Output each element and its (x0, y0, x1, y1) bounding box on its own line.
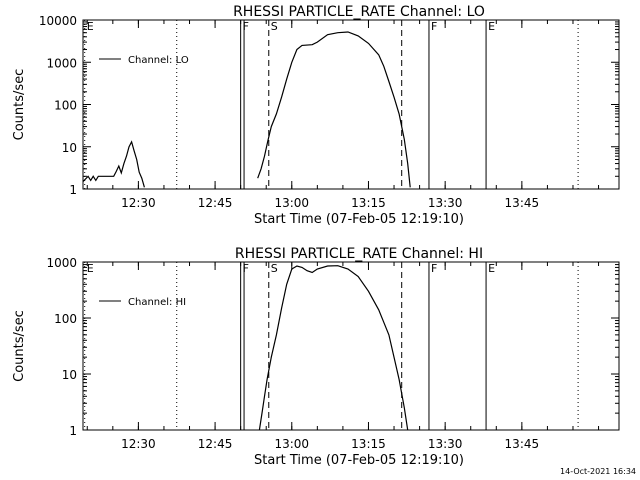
panel-hi: RHESSI PARTICLE_RATE Channel: HI 1 10 100 10… (12, 246, 620, 468)
series-line (82, 140, 145, 188)
event-marker-label: E (488, 20, 495, 33)
y-tick-label: 10 (62, 141, 77, 155)
y-tick-label: 1 (69, 183, 77, 197)
x-tick-label: 12:45 (198, 437, 233, 451)
y-axis-label: Counts/sec (12, 310, 27, 382)
y-tick-label: 100 (54, 99, 77, 113)
event-marker-label: S (271, 262, 278, 275)
x-tick-label: 13:45 (505, 196, 540, 210)
y-tick-label: 1 (69, 424, 77, 438)
event-marker-label: E (87, 262, 94, 275)
chart-title: RHESSI PARTICLE_RATE Channel: LO (233, 4, 485, 20)
x-tick-label: 13:00 (274, 196, 309, 210)
x-tick-label: 12:30 (121, 437, 156, 451)
chart-title: RHESSI PARTICLE_RATE Channel: HI (235, 246, 483, 262)
x-tick-label: 13:30 (428, 196, 463, 210)
event-marker-label: F (243, 20, 249, 33)
x-tick-label: 12:30 (121, 196, 156, 210)
plot-frame (82, 261, 620, 431)
x-tick-label: 13:00 (274, 437, 309, 451)
y-tick-label: 100 (54, 312, 77, 326)
event-marker-label: F (431, 262, 437, 275)
event-marker-label: E (87, 20, 94, 33)
y-tick-label: 1000 (46, 56, 77, 70)
event-marker-label: F (243, 262, 249, 275)
series-line (257, 31, 411, 188)
x-tick-label: 13:15 (351, 437, 386, 451)
x-tick-label: 12:45 (198, 196, 233, 210)
panel-lo: RHESSI PARTICLE_RATE Channel: LO 1 10 100 10… (12, 4, 620, 227)
x-axis-label: Start Time (07-Feb-05 12:19:10) (254, 212, 464, 227)
plot-frame (82, 19, 620, 190)
x-axis-label: Start Time (07-Feb-05 12:19:10) (254, 453, 464, 468)
y-tick-label: 10000 (39, 14, 77, 28)
y-axis-label: Counts/sec (12, 69, 27, 141)
x-tick-label: 13:45 (505, 437, 540, 451)
legend-entry: Channel: LO (128, 55, 189, 66)
legend-entry: Channel: HI (128, 297, 186, 308)
footer-timestamp: 14-Oct-2021 16:34 (560, 467, 636, 476)
y-tick-label: 10 (62, 368, 77, 382)
y-tick-label: 1000 (46, 256, 77, 270)
x-tick-label: 13:15 (351, 196, 386, 210)
event-marker-label: E (488, 262, 495, 275)
event-marker-label: F (431, 20, 437, 33)
x-tick-label: 13:30 (428, 437, 463, 451)
series-line (258, 265, 409, 431)
event-marker-label: S (271, 20, 278, 33)
